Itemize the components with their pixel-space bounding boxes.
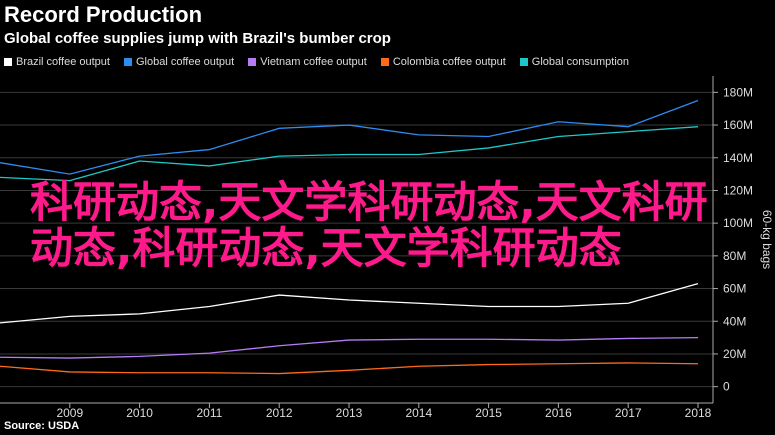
legend: Brazil coffee output Global coffee output…: [4, 56, 629, 68]
legend-swatch: [4, 58, 12, 66]
legend-item: Brazil coffee output: [4, 56, 110, 68]
x-tick-label: 2011: [196, 406, 222, 420]
series-line: [0, 362, 699, 375]
legend-label: Global coffee output: [135, 56, 235, 68]
legend-label: Vietnam coffee output: [260, 56, 367, 68]
y-tick-label: 160M: [723, 118, 753, 132]
legend-label: Colombia coffee output: [392, 56, 506, 68]
y-tick-label: 140M: [723, 151, 753, 165]
x-tick-label: 2015: [475, 406, 502, 420]
x-tick-label: 2018: [685, 406, 712, 420]
y-tick-label: 120M: [723, 183, 753, 197]
legend-label: Brazil coffee output: [16, 56, 110, 68]
y-tick-label: 20M: [723, 347, 746, 361]
series-line: [0, 99, 699, 175]
x-tick-label: 2017: [615, 406, 642, 420]
legend-label: Global consumption: [531, 56, 630, 68]
x-tick-label: 2013: [336, 406, 363, 420]
y-tick-label: 40M: [723, 314, 746, 328]
y-tick-label: 100M: [723, 216, 753, 230]
legend-swatch: [248, 58, 257, 66]
legend-swatch: [519, 58, 528, 66]
series-line: [0, 283, 699, 324]
legend-item: Global consumption: [519, 56, 630, 68]
x-tick-label: 2014: [405, 406, 432, 420]
legend-item: Vietnam coffee output: [248, 56, 367, 68]
x-tick-label: 2010: [126, 406, 153, 420]
y-axis-label: 60-kg bags: [760, 210, 774, 269]
chart-subtitle: Global coffee supplies jump with Brazil'…: [4, 30, 391, 47]
legend-swatch: [123, 58, 132, 66]
series-line: [0, 126, 699, 182]
series-line: [0, 336, 699, 359]
source-note: Source: USDA: [4, 420, 80, 432]
x-tick-label: 2016: [545, 406, 572, 420]
y-tick-label: 80M: [723, 249, 746, 263]
legend-item: Colombia coffee output: [380, 56, 506, 68]
legend-swatch: [380, 58, 389, 66]
y-tick-label: 0: [723, 380, 730, 394]
y-tick-label: 60M: [723, 282, 746, 296]
watermark-overlay-text: 科研动态,天文学科研动态,天文科研动态,科研动态,天文学科研动态: [30, 178, 708, 274]
legend-item: Global coffee output: [123, 56, 235, 68]
y-tick-label: 180M: [723, 85, 753, 99]
x-tick-label: 2012: [266, 406, 293, 420]
x-tick-label: 2009: [56, 406, 83, 420]
chart-title: Record Production: [4, 2, 203, 27]
